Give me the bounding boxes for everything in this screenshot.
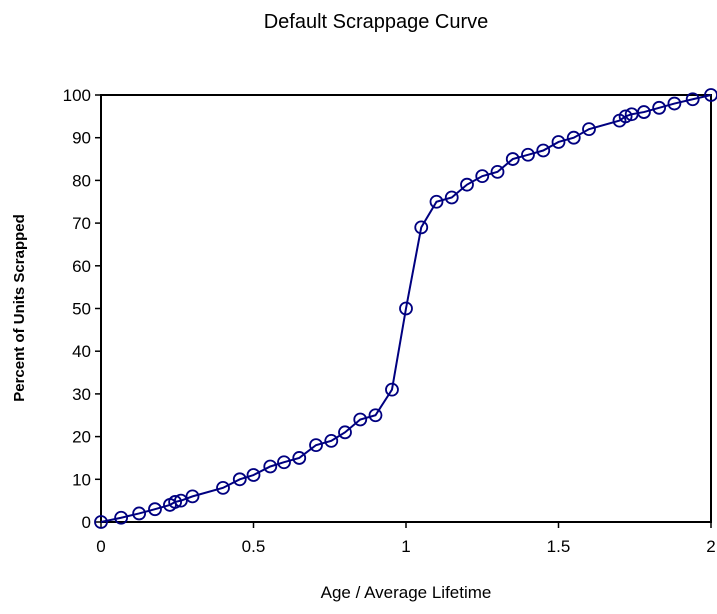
x-tick-label: 2 bbox=[706, 537, 715, 556]
data-point bbox=[460, 177, 474, 192]
data-point bbox=[637, 105, 651, 119]
data-point bbox=[277, 455, 291, 470]
y-tick-label: 40 bbox=[72, 342, 91, 361]
data-point bbox=[652, 100, 667, 115]
data-point bbox=[368, 408, 383, 423]
y-axis-label: Percent of Units Scrapped bbox=[11, 214, 28, 402]
data-point bbox=[490, 164, 505, 179]
data-point bbox=[399, 301, 413, 316]
data-point bbox=[324, 433, 339, 448]
data-point bbox=[148, 502, 162, 517]
data-point bbox=[114, 510, 129, 525]
data-point bbox=[429, 194, 444, 209]
y-tick-label: 30 bbox=[72, 385, 91, 404]
data-line bbox=[100, 94, 712, 523]
data-point bbox=[618, 109, 633, 124]
y-tick-label: 100 bbox=[63, 86, 91, 105]
data-point bbox=[185, 489, 200, 504]
data-point bbox=[521, 147, 535, 162]
data-point bbox=[505, 152, 520, 166]
data-point bbox=[232, 472, 247, 487]
data-point bbox=[582, 122, 596, 137]
data-point bbox=[353, 412, 368, 427]
x-tick-label: 1 bbox=[401, 537, 410, 556]
data-point bbox=[94, 515, 108, 529]
data-point bbox=[414, 220, 429, 235]
y-tick-label: 20 bbox=[72, 428, 91, 447]
chart-title: Default Scrappage Curve bbox=[264, 11, 489, 33]
x-tick-label: 0.5 bbox=[242, 537, 266, 556]
data-point bbox=[685, 92, 700, 107]
data-point bbox=[174, 493, 188, 508]
x-tick-label: 1.5 bbox=[547, 537, 571, 556]
data-point bbox=[132, 506, 147, 521]
data-point bbox=[216, 480, 230, 495]
x-axis-label: Age / Average Lifetime bbox=[321, 583, 492, 602]
data-point bbox=[536, 143, 551, 158]
y-tick-label: 10 bbox=[72, 470, 91, 489]
data-point bbox=[246, 468, 261, 482]
data-point bbox=[551, 135, 566, 149]
y-tick-label: 60 bbox=[72, 257, 91, 276]
data-point bbox=[385, 382, 399, 397]
data-point bbox=[263, 459, 278, 474]
y-tick-label: 70 bbox=[72, 214, 91, 233]
data-point bbox=[444, 190, 459, 205]
data-point bbox=[566, 130, 581, 145]
data-point bbox=[292, 451, 307, 465]
y-tick-label: 90 bbox=[72, 129, 91, 148]
data-point bbox=[704, 88, 717, 102]
data-point bbox=[667, 96, 682, 111]
y-tick-label: 80 bbox=[72, 171, 91, 190]
data-point bbox=[475, 169, 490, 184]
data-point bbox=[309, 438, 323, 453]
data-point bbox=[168, 495, 183, 509]
y-tick-label: 50 bbox=[72, 300, 91, 319]
x-tick-label: 0 bbox=[96, 537, 105, 556]
y-tick-label: 0 bbox=[82, 513, 91, 532]
data-point bbox=[338, 425, 352, 440]
